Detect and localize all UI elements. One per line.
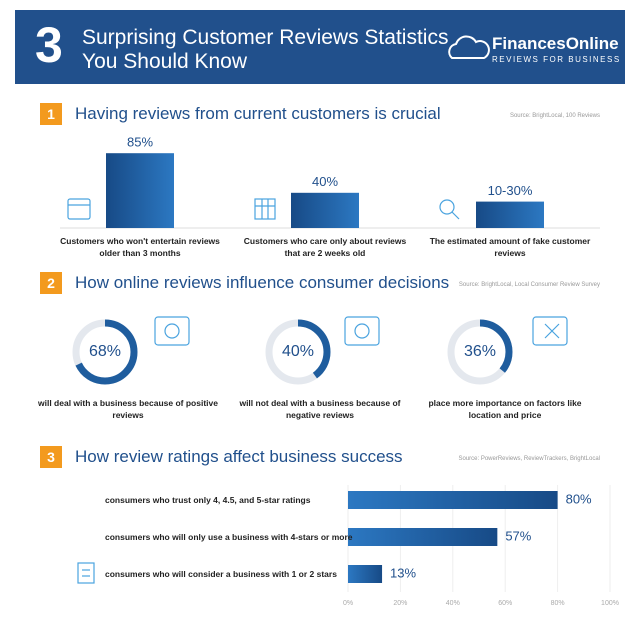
bar	[348, 565, 383, 583]
x-tick-label: 0%	[343, 600, 353, 607]
x-tick-label: 80%	[551, 600, 565, 607]
value-label: 85%	[127, 135, 153, 150]
x-tick-label: 20%	[393, 600, 407, 607]
bar	[106, 153, 174, 228]
value-label: 10-30%	[488, 183, 533, 198]
donut-arc	[72, 319, 138, 385]
category-label: consumers who will consider a business w…	[105, 569, 337, 579]
category-label: will deal with a business because of pos…	[38, 398, 218, 420]
donut-arc	[265, 319, 331, 385]
bar	[291, 192, 359, 228]
category-label: Customers who won't entertain reviews ol…	[60, 236, 220, 258]
source: Source: BrightLocal, Local Consumer Revi…	[458, 282, 600, 288]
category-label: Customers who care only about reviews th…	[243, 236, 407, 258]
section-title: How online reviews influence consumer de…	[75, 273, 450, 292]
value-label: 68%	[89, 343, 121, 360]
category-label: will not deal with a business because of…	[239, 398, 401, 420]
header-title: Surprising Customer Reviews Statistics	[82, 26, 449, 49]
icons	[67, 198, 568, 584]
bar	[348, 528, 498, 546]
category-label: The estimated amount of fake customer re…	[429, 236, 591, 258]
section-number: 2	[40, 272, 62, 294]
bar	[348, 491, 558, 509]
value-label: 80%	[566, 491, 592, 506]
source: Source: PowerReviews, ReviewTrackers, Br…	[458, 456, 601, 462]
section-title: Having reviews from current customers is…	[75, 104, 441, 123]
value-label: 40%	[282, 343, 314, 360]
category-label: consumers who trust only 4, 4.5, and 5-s…	[105, 495, 311, 505]
tagline: REVIEWS FOR BUSINESS	[492, 55, 621, 64]
header-title: You Should Know	[82, 50, 248, 73]
header-number: 3	[35, 17, 63, 73]
value-label: 13%	[390, 565, 416, 580]
value-label: 40%	[312, 174, 338, 189]
logo-cloud	[448, 35, 490, 59]
category-label: consumers who will only use a business w…	[105, 532, 353, 542]
brand: FinancesOnline	[492, 34, 619, 53]
x-tick-label: 40%	[446, 600, 460, 607]
x-tick-label: 60%	[498, 600, 512, 607]
bar	[476, 201, 544, 228]
header-band	[15, 10, 625, 84]
category-label: place more importance on factors like lo…	[428, 398, 582, 420]
value-label: 36%	[464, 343, 496, 360]
x-tick-label: 100%	[601, 600, 619, 607]
donut-arc	[447, 319, 513, 385]
section-number: 1	[40, 103, 62, 125]
source: Source: BrightLocal, 100 Reviews	[509, 113, 600, 119]
section-title: How review ratings affect business succe…	[75, 447, 403, 466]
value-label: 57%	[505, 528, 531, 543]
section-number: 3	[40, 446, 62, 468]
